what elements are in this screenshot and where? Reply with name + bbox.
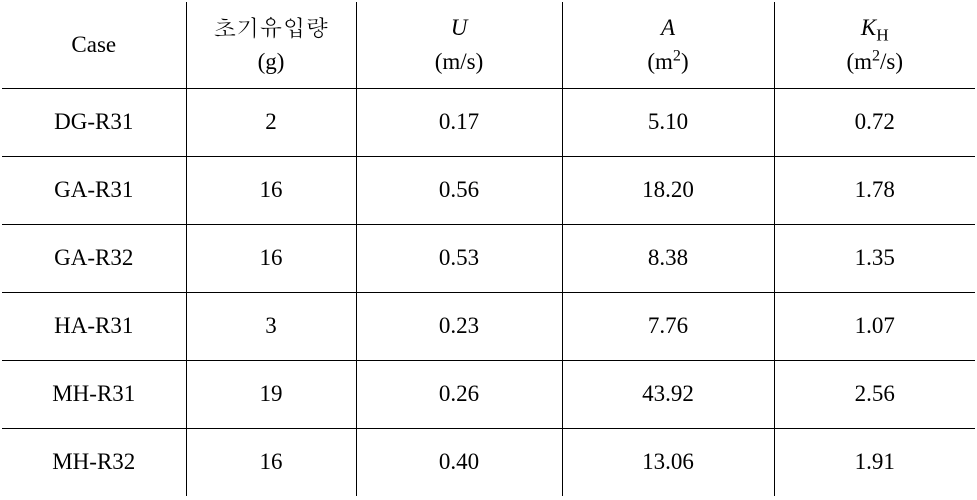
cell-inflow: 2: [186, 88, 356, 156]
header-a-unit-close: ): [681, 49, 689, 74]
cell-inflow: 16: [186, 428, 356, 496]
cell-kh: 1.78: [774, 156, 975, 224]
header-kh-unit-close: /s): [880, 49, 903, 74]
header-u-symbol: U: [451, 15, 468, 40]
table-row: GA-R32 16 0.53 8.38 1.35: [2, 224, 975, 292]
cell-kh: 0.72: [774, 88, 975, 156]
cell-a: 43.92: [562, 360, 774, 428]
cell-a: 13.06: [562, 428, 774, 496]
header-inflow-label: 초기유입량: [214, 11, 329, 43]
cell-u: 0.26: [356, 360, 562, 428]
table-container: Case 초기유입량 (g) U (m/s): [0, 0, 977, 498]
header-kh: KH (m2/s): [774, 2, 975, 88]
cell-kh: 1.35: [774, 224, 975, 292]
header-initial-inflow: 초기유입량 (g): [186, 2, 356, 88]
cell-kh: 1.07: [774, 292, 975, 360]
cell-u: 0.23: [356, 292, 562, 360]
table-row: GA-R31 16 0.56 18.20 1.78: [2, 156, 975, 224]
table-row: DG-R31 2 0.17 5.10 0.72: [2, 88, 975, 156]
table-row: MH-R31 19 0.26 43.92 2.56: [2, 360, 975, 428]
header-inflow-unit: (g): [258, 49, 285, 74]
cell-a: 5.10: [562, 88, 774, 156]
table-row: HA-R31 3 0.23 7.76 1.07: [2, 292, 975, 360]
header-case: Case: [2, 2, 186, 88]
cell-a: 18.20: [562, 156, 774, 224]
cell-kh: 2.56: [774, 360, 975, 428]
cell-case: DG-R31: [2, 88, 186, 156]
cell-u: 0.40: [356, 428, 562, 496]
header-kh-unit-open: (m: [846, 49, 872, 74]
header-kh-symbol: K: [861, 15, 876, 40]
cell-a: 8.38: [562, 224, 774, 292]
header-a: A (m2): [562, 2, 774, 88]
cell-case: MH-R32: [2, 428, 186, 496]
cell-kh: 1.91: [774, 428, 975, 496]
cell-inflow: 3: [186, 292, 356, 360]
cell-inflow: 16: [186, 156, 356, 224]
header-kh-sup: 2: [872, 47, 880, 64]
cell-u: 0.53: [356, 224, 562, 292]
cell-case: HA-R31: [2, 292, 186, 360]
header-kh-sub: H: [876, 26, 888, 45]
cell-case: GA-R31: [2, 156, 186, 224]
table-body: DG-R31 2 0.17 5.10 0.72 GA-R31 16 0.56 1…: [2, 88, 975, 496]
header-case-label: Case: [71, 32, 116, 57]
data-table: Case 초기유입량 (g) U (m/s): [2, 2, 975, 496]
cell-u: 0.56: [356, 156, 562, 224]
header-u-unit: (m/s): [435, 49, 484, 74]
header-u: U (m/s): [356, 2, 562, 88]
table-row: MH-R32 16 0.40 13.06 1.91: [2, 428, 975, 496]
header-a-sup: 2: [673, 47, 681, 64]
cell-u: 0.17: [356, 88, 562, 156]
header-a-symbol: A: [661, 15, 675, 40]
header-a-unit-open: (m: [647, 49, 673, 74]
table-header-row: Case 초기유입량 (g) U (m/s): [2, 2, 975, 88]
cell-case: GA-R32: [2, 224, 186, 292]
cell-a: 7.76: [562, 292, 774, 360]
cell-inflow: 16: [186, 224, 356, 292]
cell-case: MH-R31: [2, 360, 186, 428]
cell-inflow: 19: [186, 360, 356, 428]
